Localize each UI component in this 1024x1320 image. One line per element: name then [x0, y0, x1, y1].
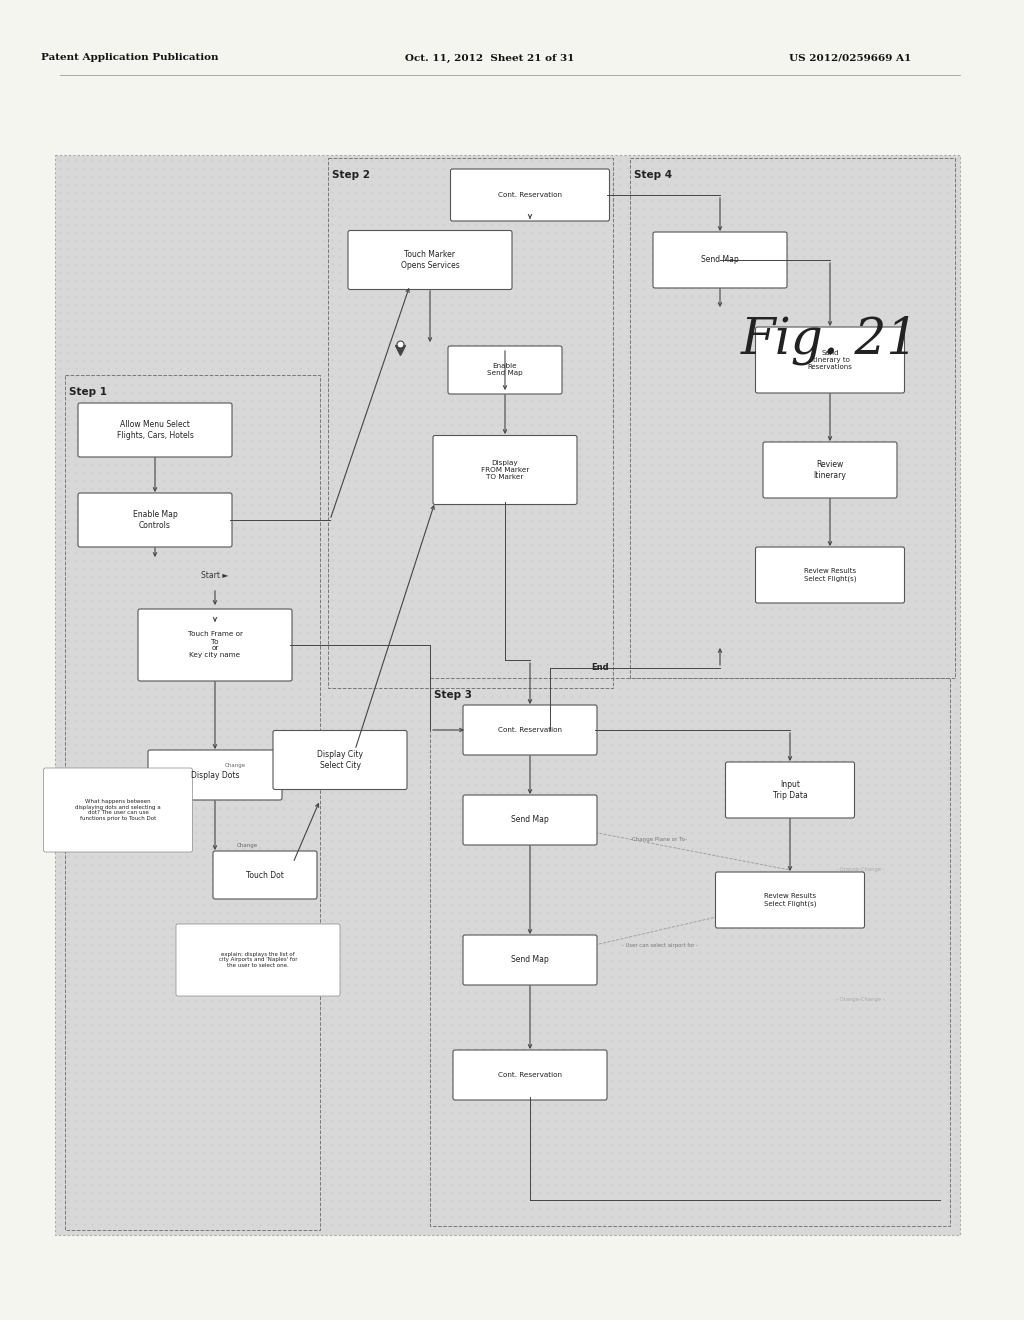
- Text: Patent Application Publication: Patent Application Publication: [41, 54, 219, 62]
- FancyBboxPatch shape: [78, 492, 232, 546]
- Text: Step 2: Step 2: [332, 170, 370, 180]
- Text: Allow Menu Select
Flights, Cars, Hotels: Allow Menu Select Flights, Cars, Hotels: [117, 420, 194, 440]
- Text: Review
Itinerary: Review Itinerary: [813, 461, 847, 479]
- Text: Send Map: Send Map: [511, 956, 549, 965]
- Bar: [630, 158, 955, 678]
- Text: Cont. Reservation: Cont. Reservation: [498, 1072, 562, 1078]
- Text: Touch Dot: Touch Dot: [246, 870, 284, 879]
- Text: Oct. 11, 2012  Sheet 21 of 31: Oct. 11, 2012 Sheet 21 of 31: [406, 54, 574, 62]
- FancyBboxPatch shape: [716, 873, 864, 928]
- FancyBboxPatch shape: [213, 851, 317, 899]
- Text: Send
Itinerary to
Reservations: Send Itinerary to Reservations: [808, 350, 852, 370]
- FancyBboxPatch shape: [176, 924, 340, 997]
- Text: What happens between
displaying dots and selecting a
dot? The user can use
funct: What happens between displaying dots and…: [75, 799, 161, 821]
- Text: Display Dots: Display Dots: [190, 771, 240, 780]
- Text: Touch Frame or
To
or
Key city name: Touch Frame or To or Key city name: [187, 631, 243, 659]
- Text: Enable Map
Controls: Enable Map Controls: [133, 511, 177, 529]
- Text: Enable
Send Map: Enable Send Map: [487, 363, 523, 376]
- Text: Fig. 21: Fig. 21: [741, 315, 920, 364]
- Text: US 2012/0259669 A1: US 2012/0259669 A1: [788, 54, 911, 62]
- Text: Review Results
Select Flight(s): Review Results Select Flight(s): [764, 894, 816, 907]
- FancyBboxPatch shape: [43, 768, 193, 851]
- FancyBboxPatch shape: [273, 730, 407, 789]
- FancyBboxPatch shape: [763, 442, 897, 498]
- Text: explain: displays the list of
city Airports and 'Naples' for
the user to select : explain: displays the list of city Airpo…: [219, 952, 297, 969]
- Bar: [55, 154, 961, 1236]
- FancyBboxPatch shape: [451, 169, 609, 220]
- FancyBboxPatch shape: [756, 546, 904, 603]
- FancyBboxPatch shape: [138, 609, 292, 681]
- FancyBboxPatch shape: [653, 232, 787, 288]
- Text: Send Map: Send Map: [701, 256, 739, 264]
- Text: Cont. Reservation: Cont. Reservation: [498, 727, 562, 733]
- FancyBboxPatch shape: [463, 705, 597, 755]
- FancyBboxPatch shape: [78, 403, 232, 457]
- Text: Start ►: Start ►: [202, 570, 228, 579]
- Text: Change: Change: [224, 763, 246, 767]
- Text: Input
Trip Data: Input Trip Data: [773, 780, 807, 800]
- Bar: [328, 158, 613, 688]
- Text: Display
FROM Marker
TO Marker: Display FROM Marker TO Marker: [481, 459, 529, 480]
- Text: Step 3: Step 3: [434, 690, 472, 700]
- Text: Step 1: Step 1: [69, 387, 106, 397]
- FancyBboxPatch shape: [449, 346, 562, 393]
- FancyBboxPatch shape: [463, 795, 597, 845]
- Bar: [65, 375, 319, 1230]
- FancyBboxPatch shape: [725, 762, 854, 818]
- FancyBboxPatch shape: [756, 327, 904, 393]
- Text: - Orange-Change -: - Orange-Change -: [836, 998, 885, 1002]
- Text: End: End: [591, 664, 609, 672]
- Text: Change Plane or To-: Change Plane or To-: [633, 837, 687, 842]
- Text: - Orange-Change -: - Orange-Change -: [836, 867, 885, 873]
- Text: - User can select airport for -: - User can select airport for -: [622, 942, 698, 948]
- Text: Touch Marker
Opens Services: Touch Marker Opens Services: [400, 251, 460, 269]
- Text: Display City
Select City: Display City Select City: [317, 750, 362, 770]
- FancyBboxPatch shape: [463, 935, 597, 985]
- Text: Cont. Reservation: Cont. Reservation: [498, 191, 562, 198]
- FancyBboxPatch shape: [433, 436, 577, 504]
- Text: Review Results
Select Flight(s): Review Results Select Flight(s): [804, 568, 856, 582]
- Text: Change: Change: [237, 842, 258, 847]
- FancyBboxPatch shape: [348, 231, 512, 289]
- Text: Step 4: Step 4: [634, 170, 672, 180]
- Bar: [430, 678, 950, 1226]
- FancyBboxPatch shape: [453, 1049, 607, 1100]
- Text: Send Map: Send Map: [511, 816, 549, 825]
- FancyBboxPatch shape: [148, 750, 282, 800]
